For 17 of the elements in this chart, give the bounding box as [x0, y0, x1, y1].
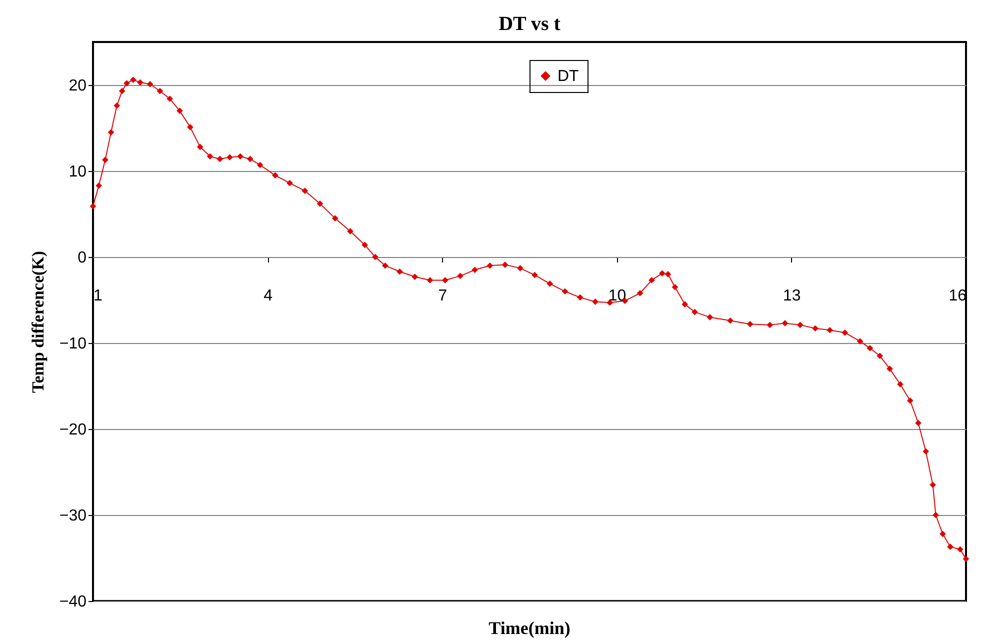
x-tick-label: 10	[608, 288, 626, 304]
x-axis-title: Time(min)	[488, 618, 570, 638]
y-axis-title: Temp difference(K)	[28, 250, 48, 394]
x-tick-label: 13	[783, 288, 801, 304]
y-tick-label: −10	[59, 336, 87, 352]
x-tick-label: 4	[264, 288, 273, 304]
y-tick-label: 20	[68, 78, 87, 94]
x-tick-label: 1	[94, 288, 102, 304]
y-tick-label: 0	[78, 250, 87, 266]
y-tick-label: 10	[68, 164, 87, 180]
y-tick-label: −40	[59, 594, 87, 610]
x-tick-label: 7	[438, 288, 448, 304]
x-tick-label: 16	[948, 288, 967, 304]
legend-label: DT	[558, 68, 580, 85]
y-tick-label: −30	[59, 508, 87, 524]
chart-title: DT vs t	[498, 13, 561, 35]
y-tick-label: −20	[59, 422, 87, 438]
